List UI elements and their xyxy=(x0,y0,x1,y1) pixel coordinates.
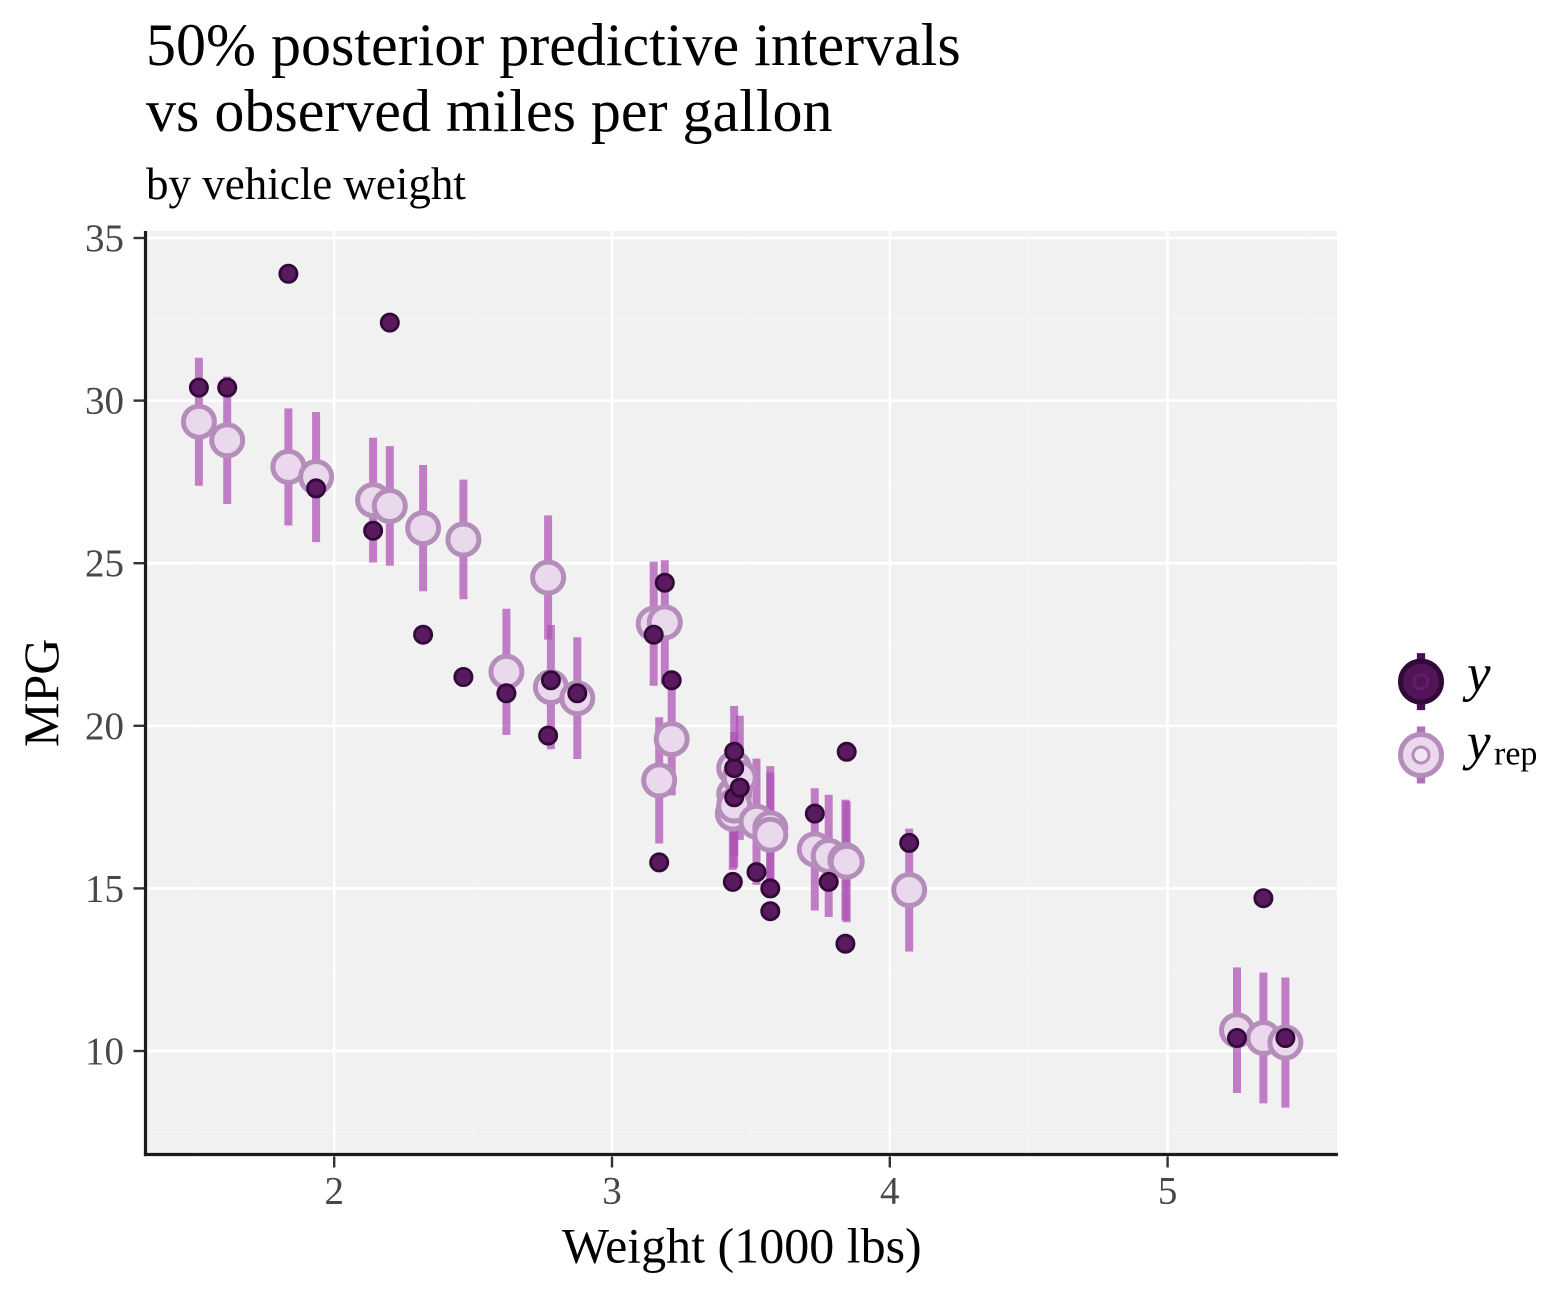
svg-text:y: y xyxy=(1462,713,1491,771)
svg-text:30: 30 xyxy=(85,380,124,423)
svg-text:10: 10 xyxy=(85,1030,124,1073)
svg-text:rep: rep xyxy=(1494,736,1537,773)
svg-text:2: 2 xyxy=(324,1170,344,1213)
svg-text:y: y xyxy=(1462,645,1491,703)
svg-text:50% posterior predictive inter: 50% posterior predictive intervals xyxy=(146,12,961,78)
svg-text:5: 5 xyxy=(1158,1170,1178,1213)
svg-text:vs observed miles per gallon: vs observed miles per gallon xyxy=(146,78,833,144)
svg-text:15: 15 xyxy=(85,867,124,910)
svg-text:3: 3 xyxy=(602,1170,622,1213)
svg-text:20: 20 xyxy=(85,705,124,748)
svg-text:MPG: MPG xyxy=(13,639,69,747)
svg-text:Weight (1000 lbs): Weight (1000 lbs) xyxy=(562,1218,922,1274)
svg-text:25: 25 xyxy=(85,542,124,585)
svg-text:4: 4 xyxy=(880,1170,900,1213)
svg-text:by vehicle weight: by vehicle weight xyxy=(146,159,466,209)
svg-text:35: 35 xyxy=(85,217,124,260)
